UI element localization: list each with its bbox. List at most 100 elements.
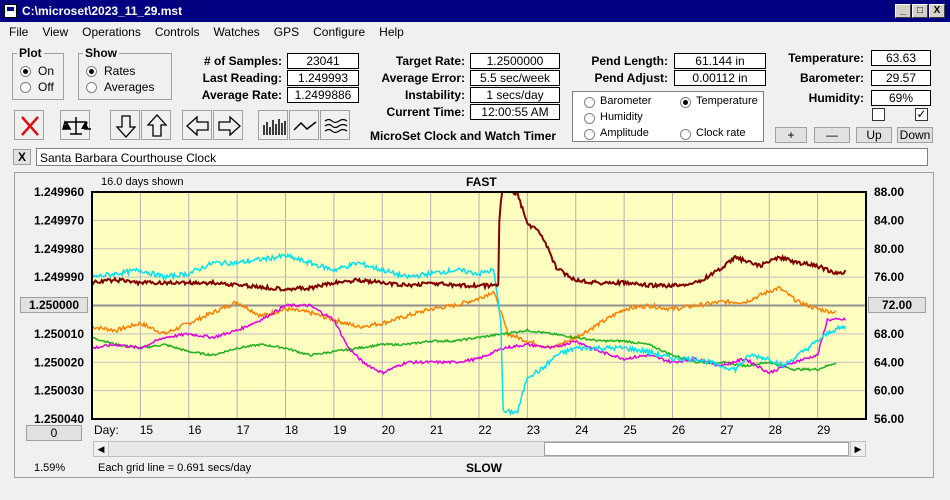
amplitude-radio[interactable] (584, 129, 595, 140)
plot-group: Plot (12, 46, 64, 100)
plot-panel (14, 172, 934, 478)
x-tick-label: 28 (769, 423, 783, 437)
humidity-field: 69% (871, 90, 931, 106)
wave-button[interactable] (320, 110, 350, 140)
series-line-amplitude (91, 252, 847, 416)
y-left-tick-label: 1.250040 (34, 412, 84, 426)
y-right-tick-label: 64.00 (874, 355, 904, 369)
menu-view[interactable]: View (42, 25, 69, 39)
line-graph-icon (293, 121, 317, 131)
y-left-tick-label: 1.250030 (34, 384, 84, 398)
x-axis-label: Day: (94, 423, 119, 437)
barometer-radio[interactable] (584, 97, 595, 108)
y-left-tick-label: 1.250010 (34, 327, 84, 341)
plot-on-label: On (38, 64, 55, 78)
x-tick-label: 21 (430, 423, 444, 437)
left-arrow-button[interactable] (182, 110, 212, 140)
arrow-down-icon (115, 115, 137, 138)
stop-button[interactable] (14, 110, 44, 140)
y-left-tick-label: 1.250020 (34, 355, 84, 369)
x-tick-label: 24 (575, 423, 589, 437)
scroll-thumb[interactable] (544, 442, 849, 456)
x-tick-label: 23 (527, 423, 541, 437)
menu-watches[interactable]: Watches (213, 25, 260, 39)
scroll-right-icon[interactable]: ▶ (850, 442, 865, 456)
offset-value-button[interactable]: 0 (26, 425, 82, 441)
description-input[interactable]: Santa Barbara Courthouse Clock (36, 148, 928, 166)
clear-description-button[interactable]: X (13, 149, 31, 165)
overlay-options-panel (572, 91, 764, 142)
histogram-icon (263, 119, 286, 135)
y-right-tick-label: 88.00 (874, 185, 904, 199)
minimize-button[interactable]: _ (895, 4, 911, 18)
clock-rate-radio[interactable] (680, 129, 691, 140)
checkbox-1[interactable] (872, 108, 885, 121)
title-bar: C:\microset\2023_11_29.mst _ □ X (0, 0, 950, 22)
center-right-button[interactable]: 72.00 (868, 297, 926, 313)
plot-off-radio[interactable] (20, 82, 31, 93)
maximize-button[interactable]: □ (912, 4, 928, 18)
temperature-radio[interactable] (680, 97, 691, 108)
scale-minus-button[interactable]: — (814, 127, 850, 143)
y-right-tick-label: 68.00 (874, 327, 904, 341)
menu-help[interactable]: Help (379, 25, 404, 39)
show-averages-label: Averages (104, 80, 155, 94)
fast-label: FAST (466, 175, 497, 189)
line-graph-button[interactable] (289, 110, 319, 140)
scale-plus-button[interactable]: + (775, 127, 807, 143)
checkbox-2[interactable]: ✓ (915, 107, 928, 121)
up-arrow-button[interactable] (141, 110, 171, 140)
current-time-label: Current Time: (386, 105, 465, 119)
pend-length-label: Pend Length: (591, 54, 668, 68)
menu-configure[interactable]: Configure (313, 25, 366, 39)
temperature-field: 63.63 (871, 50, 931, 66)
center-left-button[interactable]: 1.250000 (20, 297, 88, 313)
scale-up-button[interactable]: Up (856, 127, 892, 143)
close-button[interactable]: X (929, 4, 945, 18)
plot-on-radio[interactable] (20, 66, 31, 77)
plot-border (91, 191, 867, 420)
histogram-button[interactable] (258, 110, 288, 140)
product-label: MicroSet Clock and Watch Timer (370, 129, 557, 143)
x-tick-label: 22 (478, 423, 492, 437)
average-rate-label: Average Rate: (201, 88, 282, 102)
days-shown-label: 16.0 days shown (101, 176, 184, 188)
x-tick-label: 15 (140, 423, 154, 437)
y-left-tick-label: 1.249990 (34, 270, 84, 284)
target-rate-field[interactable]: 1.2500000 (470, 53, 560, 69)
last-reading-field: 1.249993 (287, 70, 359, 86)
right-arrow-button[interactable] (213, 110, 243, 140)
humidity-option-label: Humidity (600, 111, 643, 123)
y-right-tick-label: 56.00 (874, 412, 904, 426)
instability-field: 1 secs/day (470, 87, 560, 103)
plot-off-label: Off (38, 80, 54, 94)
show-rates-radio[interactable] (86, 66, 97, 77)
horizontal-scrollbar[interactable]: ◀ ▶ (93, 441, 866, 457)
y-right-tick-label: 80.00 (874, 242, 904, 256)
scale-icon (62, 117, 91, 135)
scale-down-button[interactable]: Down (897, 127, 933, 143)
pend-length-field: 61.144 in (674, 53, 766, 69)
show-group-legend: Show (85, 46, 117, 60)
wave-icon (324, 118, 348, 134)
barometer-option-label: Barometer (600, 95, 652, 107)
samples-field: 23041 (287, 53, 359, 69)
window-title: C:\microset\2023_11_29.mst (22, 4, 183, 18)
balance-button[interactable] (60, 110, 91, 140)
humidity-radio[interactable] (584, 113, 595, 124)
menu-operations[interactable]: Operations (82, 25, 141, 39)
average-rate-field: 1.2499886 (287, 87, 359, 103)
show-averages-radio[interactable] (86, 82, 97, 93)
y-right-tick-label: 84.00 (874, 213, 904, 227)
down-arrow-button[interactable] (110, 110, 140, 140)
temperature-option-label: Temperature (696, 95, 758, 107)
amplitude-option-label: Amplitude (600, 127, 649, 139)
x-tick-label: 20 (382, 423, 396, 437)
arrow-up-icon (146, 114, 168, 137)
scroll-left-icon[interactable]: ◀ (94, 442, 109, 456)
clock-rate-option-label: Clock rate (696, 127, 746, 139)
menu-gps[interactable]: GPS (273, 25, 300, 39)
menu-file[interactable]: File (9, 25, 29, 39)
menu-controls[interactable]: Controls (154, 25, 200, 39)
y-left-tick-label: 1.249960 (34, 185, 84, 199)
